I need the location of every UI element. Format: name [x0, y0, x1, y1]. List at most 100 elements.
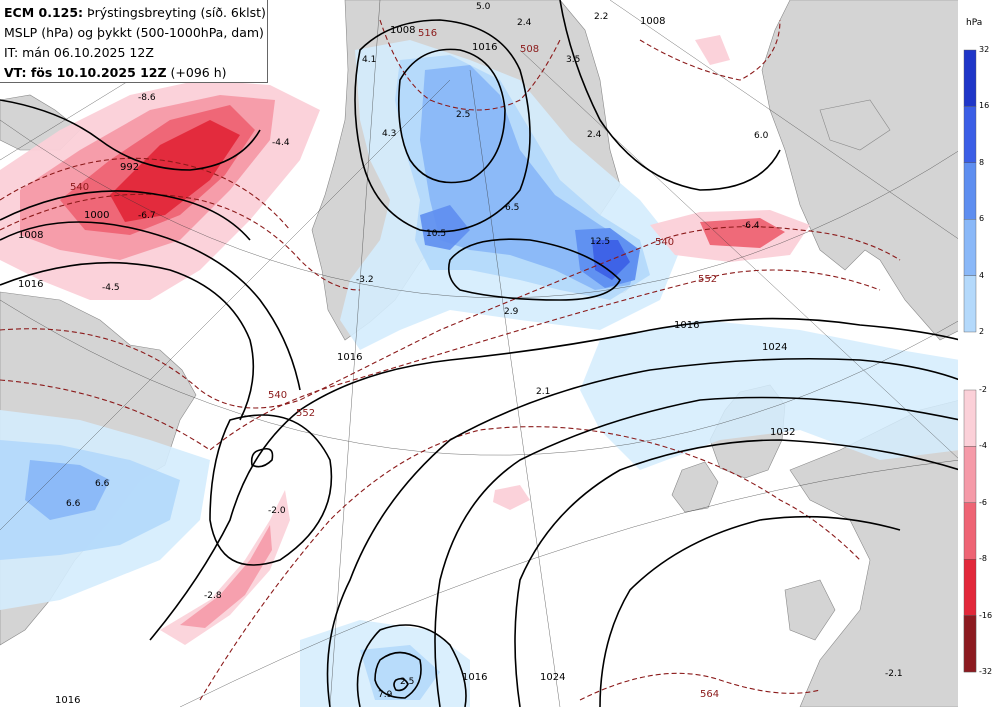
pressure-rise-east-atlantic	[580, 320, 960, 470]
change-label: 3.5	[566, 55, 580, 65]
change-label: 6.6	[66, 499, 81, 509]
thickness-label: 552	[296, 408, 315, 419]
positive-tick-label: 16	[979, 101, 990, 111]
isobar-label: 1024	[540, 672, 565, 683]
pressure-rise-west-core	[25, 460, 110, 520]
pressure-fall-band	[160, 490, 290, 645]
pressure-fall-north-core	[110, 120, 240, 222]
isobar-label: 1016	[462, 672, 487, 683]
field-name: Þrýstingsbreyting (síð. 6klst)	[83, 5, 266, 20]
change-label: 2.5	[400, 677, 414, 687]
isobar-label: 1008	[390, 25, 415, 36]
pressure-change-shading	[0, 35, 960, 707]
change-label: -4.5	[102, 283, 120, 293]
negative-colorbar	[963, 389, 977, 673]
forecast-lead: (+096 h)	[166, 65, 227, 80]
product-title: ECM 0.125: Þrýstingsbreyting (síð. 6klst…	[4, 3, 266, 23]
change-label: 2.2	[594, 12, 608, 22]
negative-swatch	[963, 389, 977, 447]
negative-tick-label: -32	[979, 667, 993, 676]
initial-time: IT: mán 06.10.2025 12Z	[4, 45, 154, 60]
negative-swatch	[963, 502, 977, 560]
change-label: 2.5	[456, 110, 470, 120]
overlay-description: MSLP (hPa) og þykkt (500-1000hPa, dam)	[4, 25, 264, 40]
negative-swatch	[963, 446, 977, 503]
isobar-label: 1032	[770, 427, 795, 438]
isobar-label: 1016	[18, 279, 43, 290]
ireland-landmass	[671, 461, 719, 513]
positive-swatch	[963, 106, 977, 164]
negative-tick-label: -4	[979, 441, 987, 451]
positive-tick-label: 2	[979, 327, 985, 336]
negative-tick-label: -16	[979, 610, 993, 620]
graticule	[0, 0, 961, 708]
positive-swatch	[963, 49, 977, 107]
change-label: 6.5	[505, 203, 519, 213]
pressure-fall-spitsbergen	[695, 35, 730, 65]
svalbard-landmass	[819, 99, 891, 151]
change-label: 2.4	[517, 18, 532, 28]
change-label: 6.0	[754, 131, 769, 141]
isobar-label: 1016	[472, 42, 497, 53]
change-label: 6.6	[95, 479, 110, 489]
model-name: ECM 0.125:	[4, 5, 84, 20]
change-label: 2.4	[587, 130, 602, 140]
isobar-label: 1024	[762, 342, 787, 353]
change-label: -6.4	[742, 221, 760, 231]
thickness-contours	[0, 19, 901, 701]
isobar-label: 992	[120, 162, 139, 173]
change-label: -2.0	[268, 506, 286, 516]
change-label: -4.4	[272, 138, 290, 148]
negative-swatch	[963, 615, 977, 673]
change-label: 2.9	[504, 307, 519, 317]
pressure-change-map: 1008 1016 1016 1000 992 1008 1016 1024 1…	[0, 0, 961, 708]
pressure-rise-south-inner	[360, 645, 440, 700]
colorbar-legend	[958, 0, 1000, 707]
thickness-label: 516	[418, 28, 437, 39]
change-label: -3.2	[356, 275, 374, 285]
change-label: 4.1	[362, 55, 376, 65]
negative-tick-label: -2	[979, 385, 987, 394]
pressure-fall-band-inner	[180, 525, 272, 628]
valid-time-value: VT: fös 10.10.2025 12Z	[4, 65, 167, 80]
negative-swatch	[963, 559, 977, 616]
thickness-label: 552	[698, 274, 717, 285]
negative-tick-label: -6	[979, 497, 987, 507]
change-label: 5.0	[476, 2, 491, 12]
change-label: 10.5	[426, 229, 446, 239]
positive-colorbar	[963, 49, 977, 333]
change-label: -6.7	[138, 211, 156, 221]
positive-tick-label: 32	[979, 45, 990, 54]
positive-swatch	[963, 218, 977, 276]
valid-time: VT: fös 10.10.2025 12Z (+096 h)	[4, 63, 263, 83]
isobar-label: 1008	[640, 16, 665, 27]
change-label: 2.1	[536, 387, 550, 397]
scandinavia-landmass	[761, 0, 961, 341]
change-labels: -8.6 -4.4 -6.7 -4.5 4.1 4.3 2.5 6.5 10.5…	[66, 2, 903, 700]
thickness-label: 508	[520, 44, 539, 55]
positive-swatch	[963, 275, 977, 333]
iberia-landmass	[784, 579, 836, 641]
change-label: 4.3	[382, 129, 396, 139]
thickness-label: 564	[700, 689, 719, 700]
isobar-labels: 1008 1016 1016 1000 992 1008 1016 1024 1…	[18, 16, 795, 706]
map-title-box: ECM 0.125: Þrýstingsbreyting (síð. 6klst…	[0, 0, 268, 83]
legend-unit: hPa	[966, 18, 983, 28]
thickness-labels: 540 540 552 540 552 564 516 508	[70, 28, 719, 700]
pressure-fall-norway-core	[700, 218, 785, 248]
change-label: 7.9	[378, 690, 393, 700]
change-label: -2.8	[204, 591, 222, 601]
pressure-rise-max-2	[420, 205, 470, 250]
isobar-label: 1016	[55, 695, 80, 706]
pressure-fall-small	[493, 485, 530, 510]
isobar-label: 1000	[84, 210, 109, 221]
isobar-label: 1016	[337, 352, 362, 363]
change-label: -2.1	[885, 669, 903, 679]
negative-tick-label: -8	[979, 554, 987, 564]
isobar-label: 1008	[18, 230, 43, 241]
change-label: 12.5	[590, 237, 610, 247]
thickness-label: 540	[655, 237, 674, 248]
isobar-label: 1016	[674, 320, 699, 331]
change-label: -8.6	[138, 93, 156, 103]
thickness-label: 540	[268, 390, 287, 401]
